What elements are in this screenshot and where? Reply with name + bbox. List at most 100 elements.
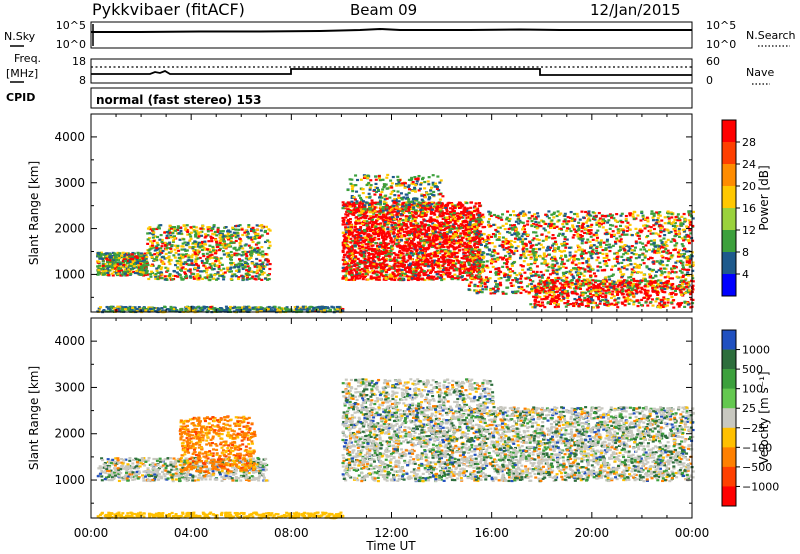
echo-cell	[348, 203, 352, 206]
echo-cell	[472, 233, 476, 236]
echo-cell	[427, 201, 431, 204]
echo-cell	[400, 272, 404, 275]
echo-cell	[511, 290, 515, 293]
echo-cell	[216, 271, 220, 274]
echo-cell	[243, 250, 247, 253]
echo-cell	[438, 203, 442, 207]
echo-cell	[551, 234, 555, 237]
echo-cell	[215, 243, 219, 246]
echo-cell	[652, 248, 656, 251]
echo-cell	[423, 187, 427, 190]
echo-cell	[593, 218, 597, 221]
echo-cell	[456, 242, 460, 245]
echo-cell	[196, 236, 200, 239]
echo-cell	[213, 233, 217, 236]
echo-cell	[413, 263, 417, 267]
echo-cell	[194, 275, 198, 278]
echo-cell	[114, 253, 118, 256]
echo-cell	[167, 255, 171, 259]
echo-cell	[234, 236, 238, 239]
echo-cell	[182, 238, 186, 241]
echo-cell	[163, 244, 167, 247]
echo-cell	[464, 226, 468, 229]
echo-cell	[621, 288, 625, 291]
echo-cell	[350, 272, 354, 275]
echo-cell	[400, 226, 404, 229]
echo-cell	[159, 247, 163, 250]
echo-cell	[176, 262, 180, 265]
echo-cell	[238, 264, 242, 267]
echo-cell	[460, 203, 464, 206]
echo-cell	[233, 265, 237, 269]
echo-cell	[403, 186, 407, 189]
echo-cell	[122, 263, 126, 267]
echo-cell	[430, 245, 434, 248]
echo-cell	[415, 249, 419, 253]
echo-cell	[179, 254, 183, 257]
echo-cell	[419, 259, 423, 262]
echo-cell	[402, 263, 406, 266]
echo-cell	[256, 242, 260, 245]
echo-cell	[474, 231, 478, 234]
echo-cell	[456, 239, 460, 243]
echo-cell	[632, 270, 636, 274]
echo-cell	[268, 241, 272, 244]
echo-cell	[255, 262, 259, 266]
echo-cell	[123, 254, 127, 257]
echo-cell	[462, 231, 466, 234]
echo-cell	[219, 238, 223, 241]
echo-cell	[479, 230, 483, 233]
echo-cell	[390, 241, 394, 244]
echo-cell	[238, 224, 242, 227]
echo-cell	[346, 205, 350, 208]
echo-cell	[525, 250, 529, 253]
echo-cell	[350, 203, 354, 206]
echo-cell	[681, 274, 685, 277]
echo-cell	[210, 253, 214, 256]
echo-cell	[427, 274, 431, 277]
echo-cell	[382, 224, 386, 227]
echo-cell	[438, 181, 442, 184]
echo-cell	[370, 253, 374, 256]
echo-cell	[376, 202, 380, 205]
echo-cell	[535, 265, 539, 268]
echo-cell	[361, 187, 365, 191]
echo-cell	[394, 206, 398, 209]
echo-cell	[435, 224, 439, 227]
echo-cell	[154, 272, 158, 276]
echo-cell	[668, 282, 672, 286]
echo-cell	[257, 224, 261, 227]
echo-cell	[400, 184, 404, 187]
echo-cell	[456, 269, 460, 272]
echo-cell	[167, 260, 171, 264]
echo-cell	[201, 252, 205, 256]
echo-cell	[385, 223, 389, 226]
echo-cell	[358, 268, 362, 272]
echo-cell	[198, 270, 202, 273]
echo-cell	[401, 202, 405, 205]
echo-cell	[405, 238, 409, 241]
echo-cell	[383, 235, 387, 238]
echo-cell	[379, 228, 383, 231]
echo-cell	[597, 241, 601, 244]
echo-cell	[205, 258, 209, 261]
echo-cell	[182, 224, 186, 227]
echo-cell	[552, 264, 556, 268]
echo-cell	[632, 279, 636, 282]
echo-cell	[232, 247, 236, 250]
echo-cell	[220, 263, 224, 266]
echo-cell	[551, 289, 555, 292]
echo-cell	[245, 272, 249, 275]
echo-cell	[423, 205, 427, 208]
echo-cell	[165, 278, 169, 281]
echo-cell	[228, 270, 232, 273]
echo-cell	[419, 183, 423, 186]
echo-cell	[493, 233, 497, 236]
echo-cell	[467, 228, 471, 231]
echo-cell	[232, 231, 236, 234]
echo-cell	[446, 264, 450, 267]
echo-cell	[592, 244, 596, 247]
echo-cell	[421, 200, 425, 203]
echo-cell	[101, 270, 105, 273]
echo-cell	[419, 206, 423, 209]
